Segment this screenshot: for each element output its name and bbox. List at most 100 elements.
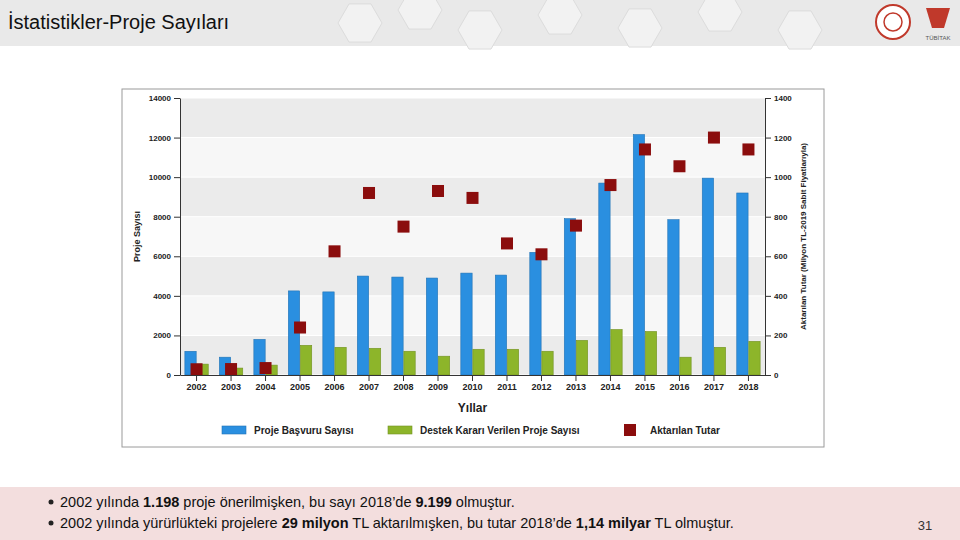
- tick-label: 6000: [153, 252, 171, 261]
- tick: 2017: [704, 375, 724, 392]
- tick-mark: [174, 375, 180, 376]
- grid: [180, 98, 765, 375]
- hexagon: [398, 0, 442, 29]
- tick-mark: [196, 375, 197, 381]
- hexagon: [458, 11, 502, 49]
- note-text: proje önerilmişken, bu sayı 2018’de: [179, 494, 415, 510]
- x-axis-title: Yıllar: [458, 401, 488, 415]
- header-decoration: [338, 0, 822, 49]
- legend: Proje Başvuru Sayısı Destek Kararı Verile…: [222, 424, 720, 436]
- tick-label: 200: [774, 331, 788, 340]
- tick-label: 1000: [774, 173, 792, 182]
- tick-mark: [748, 375, 749, 381]
- tick-mark: [679, 375, 680, 381]
- tick-mark: [300, 375, 301, 381]
- point: [673, 160, 685, 172]
- logo: [876, 5, 910, 39]
- tick: 200: [765, 331, 788, 340]
- tick-label: 2000: [153, 331, 171, 340]
- tick-label: 600: [774, 252, 788, 261]
- bar: [599, 183, 610, 375]
- tick-mark: [713, 375, 714, 381]
- bar: [668, 220, 679, 375]
- legend-label: Proje Başvuru Sayısı: [254, 425, 354, 436]
- y2-axis: 0200400600800100012001400: [765, 94, 792, 380]
- point: [501, 237, 513, 249]
- tick-label: 0: [774, 371, 779, 380]
- logo: [884, 13, 902, 31]
- bar: [530, 252, 541, 375]
- tick: 2008: [393, 375, 413, 392]
- note-text: TL olmuştur.: [651, 515, 734, 531]
- tick-label: 2005: [290, 382, 310, 392]
- point: [225, 363, 237, 375]
- bar: [404, 351, 415, 375]
- tick-label: 2002: [187, 382, 207, 392]
- bar: [392, 277, 403, 375]
- point: [398, 221, 410, 233]
- tick: 2002: [187, 375, 207, 392]
- tick-mark: [575, 375, 576, 381]
- tick: 2007: [359, 375, 379, 392]
- tick: 2014: [600, 375, 620, 392]
- legend-label: Destek Kararı Verilen Proje Sayısı: [420, 425, 580, 436]
- point: [604, 179, 616, 191]
- tick: 0: [167, 371, 180, 380]
- tick-mark: [174, 335, 180, 336]
- bar: [438, 356, 449, 375]
- tick: 6000: [153, 252, 180, 261]
- note-text: 29 milyon: [282, 515, 349, 531]
- bar: [714, 347, 725, 375]
- y2-axis-title: Aktarılan Tutar (Milyon TL-2019 Sabit Fi…: [799, 143, 808, 330]
- tick-label: 8000: [153, 213, 171, 222]
- y-axis-title: Proje Sayısı: [132, 211, 142, 262]
- tick: 1400: [765, 94, 792, 103]
- bar: [749, 341, 760, 375]
- grid-line: [180, 177, 765, 178]
- bar: [680, 357, 691, 375]
- tick-mark: [231, 375, 232, 381]
- bar: [737, 193, 748, 375]
- grid-band: [180, 98, 765, 138]
- tick-mark: [174, 138, 180, 139]
- bar: [611, 329, 622, 375]
- tick-mark: [765, 256, 771, 257]
- tick: 0: [765, 371, 779, 380]
- tick: 2018: [738, 375, 758, 392]
- tick-label: 2017: [704, 382, 724, 392]
- point: [639, 143, 651, 155]
- slide-title: İstatistikler-Proje Sayıları: [8, 11, 229, 33]
- tick: 2005: [290, 375, 310, 392]
- bar: [633, 135, 644, 375]
- note-text: 1.198: [143, 494, 179, 510]
- tick-mark: [174, 217, 180, 218]
- bar: [542, 351, 553, 375]
- bar: [495, 275, 506, 375]
- tick: 2013: [566, 375, 586, 392]
- legend-label: Aktarılan Tutar: [650, 425, 720, 436]
- tick-mark: [765, 98, 771, 99]
- tick-label: 2018: [738, 382, 758, 392]
- point: [363, 187, 375, 199]
- grid-band: [180, 138, 765, 178]
- hexagon: [778, 11, 822, 49]
- tick: 14000: [149, 94, 180, 103]
- y-axis: 02000400060008000100001200014000: [149, 94, 181, 380]
- tick-label: 1400: [774, 94, 792, 103]
- bar: [369, 348, 380, 375]
- tick: 2000: [153, 331, 180, 340]
- tick-mark: [334, 375, 335, 381]
- bar: [300, 345, 311, 375]
- logo: [926, 8, 950, 28]
- tick-label: 0: [167, 371, 172, 380]
- tick: 2009: [428, 375, 448, 392]
- tick-mark: [765, 138, 771, 139]
- tick: 10000: [149, 173, 180, 182]
- tick-label: 2015: [635, 382, 655, 392]
- grid-line: [180, 98, 765, 99]
- tick: 8000: [153, 213, 180, 222]
- tick: 12000: [149, 134, 180, 143]
- slide: İstatistikler-Proje SayılarıTÜBİTAK2002 …: [0, 0, 960, 540]
- series: [191, 132, 755, 375]
- tick-label: 2007: [359, 382, 379, 392]
